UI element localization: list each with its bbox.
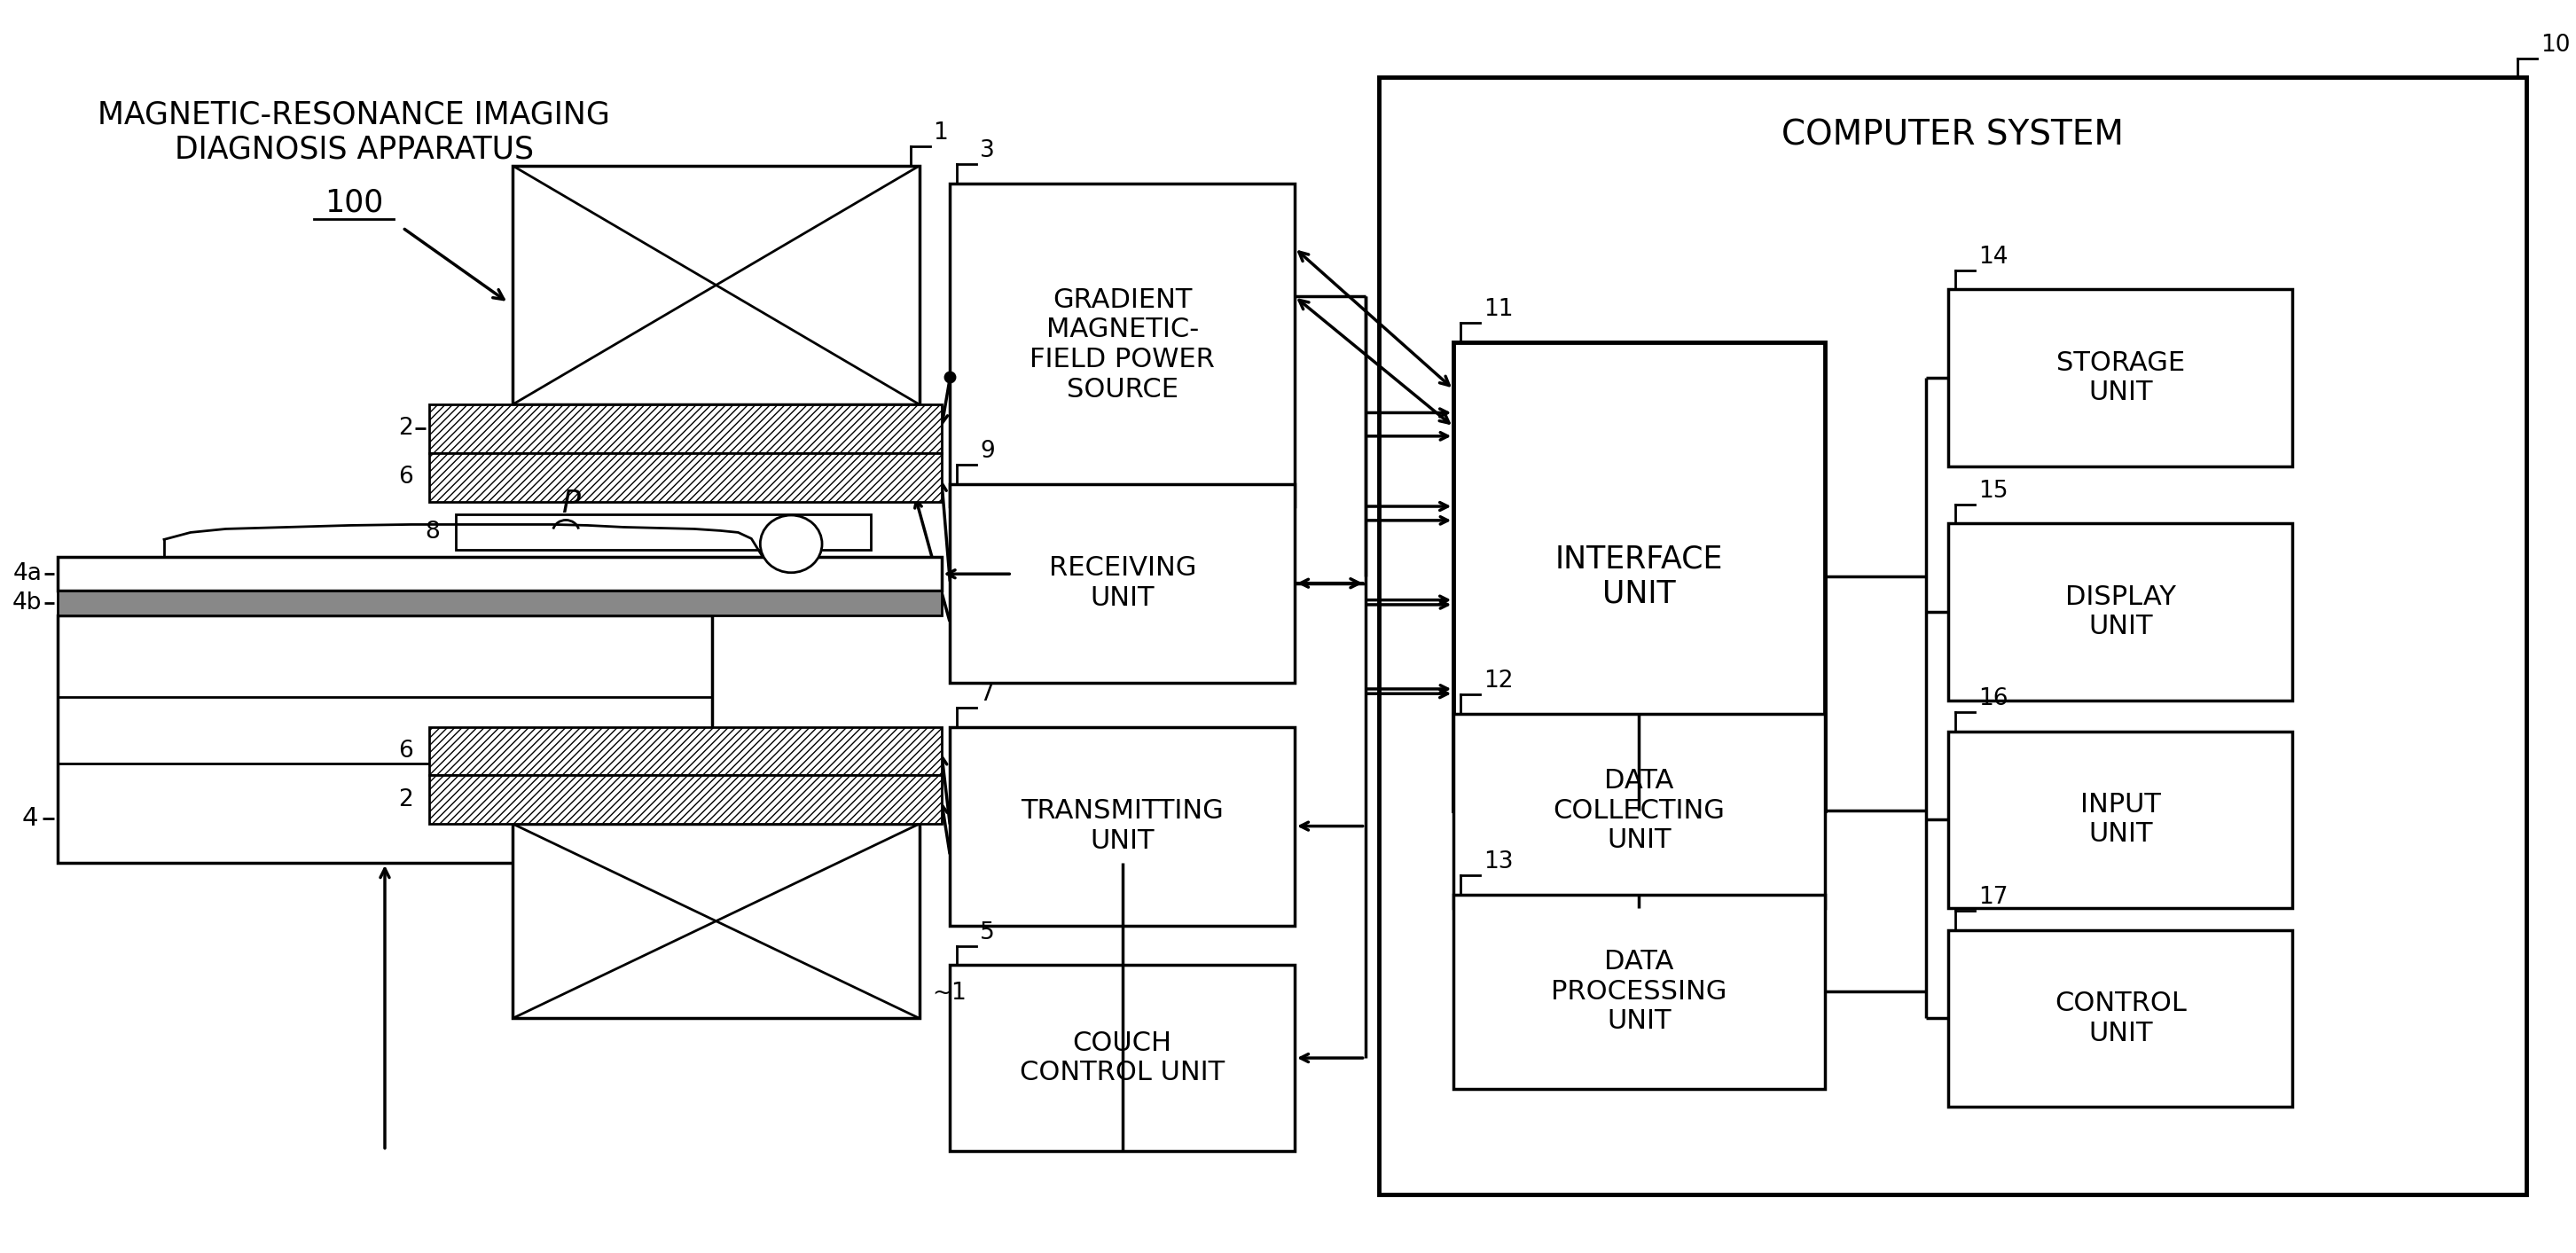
Bar (430, 727, 940, 776)
Text: 1: 1 (933, 122, 948, 144)
Bar (59, 615, 711, 863)
Text: ~1: ~1 (933, 982, 966, 1005)
Text: CONTROL
UNIT: CONTROL UNIT (2056, 990, 2187, 1046)
Text: 16: 16 (1978, 687, 2007, 710)
Text: 2: 2 (399, 417, 412, 440)
Text: 7: 7 (979, 683, 994, 705)
Bar (951, 727, 1296, 926)
Text: 11: 11 (1484, 298, 1512, 321)
Text: 9: 9 (979, 440, 994, 462)
Bar (1947, 732, 2293, 908)
Bar (430, 776, 940, 824)
Text: 3: 3 (979, 139, 994, 163)
Text: 13: 13 (1484, 851, 1512, 873)
Text: 4a: 4a (13, 563, 41, 585)
Bar (59, 558, 940, 590)
Text: 12: 12 (1484, 669, 1512, 693)
Text: COMPUTER SYSTEM: COMPUTER SYSTEM (1783, 118, 2123, 152)
Bar (59, 590, 940, 615)
Bar (951, 183, 1296, 506)
Text: INTERFACE
UNIT: INTERFACE UNIT (1556, 544, 1723, 609)
Text: 15: 15 (1978, 480, 2007, 502)
Text: DISPLAY
UNIT: DISPLAY UNIT (2066, 584, 2177, 640)
Bar (1453, 895, 1824, 1089)
Text: 8: 8 (425, 521, 440, 544)
Text: TRANSMITTING
UNIT: TRANSMITTING UNIT (1020, 798, 1224, 853)
Text: DATA
PROCESSING
UNIT: DATA PROCESSING UNIT (1551, 949, 1726, 1035)
Bar (456, 515, 871, 550)
Text: DATA
COLLECTING
UNIT: DATA COLLECTING UNIT (1553, 768, 1726, 853)
Bar (1378, 78, 2527, 1195)
Text: STORAGE
UNIT: STORAGE UNIT (2056, 350, 2184, 406)
Text: RECEIVING
UNIT: RECEIVING UNIT (1048, 555, 1195, 611)
Text: 6: 6 (399, 466, 412, 489)
Bar (951, 965, 1296, 1150)
Text: 4b: 4b (13, 591, 41, 615)
Text: 4: 4 (23, 806, 39, 831)
Bar (1453, 713, 1824, 908)
Text: MAGNETIC-RESONANCE IMAGING
DIAGNOSIS APPARATUS: MAGNETIC-RESONANCE IMAGING DIAGNOSIS APP… (98, 100, 611, 164)
Bar (951, 484, 1296, 683)
Ellipse shape (760, 515, 822, 573)
Bar (430, 452, 940, 501)
Text: P: P (562, 489, 580, 519)
Text: COUCH
CONTROL UNIT: COUCH CONTROL UNIT (1020, 1030, 1224, 1086)
Text: 14: 14 (1978, 246, 2007, 268)
Text: 17: 17 (1978, 886, 2007, 908)
Text: 5: 5 (979, 921, 994, 944)
Text: 2: 2 (399, 788, 412, 811)
Bar (513, 165, 920, 405)
Bar (1947, 524, 2293, 700)
Bar (1947, 930, 2293, 1106)
Text: GRADIENT
MAGNETIC-
FIELD POWER
SOURCE: GRADIENT MAGNETIC- FIELD POWER SOURCE (1030, 287, 1216, 402)
Bar (513, 824, 920, 1019)
Text: 6: 6 (399, 739, 412, 763)
Bar (1947, 289, 2293, 466)
Bar (1453, 342, 1824, 811)
Text: 100: 100 (325, 188, 384, 218)
Text: INPUT
UNIT: INPUT UNIT (2081, 792, 2161, 847)
Text: 10: 10 (2540, 34, 2571, 56)
Bar (430, 405, 940, 452)
